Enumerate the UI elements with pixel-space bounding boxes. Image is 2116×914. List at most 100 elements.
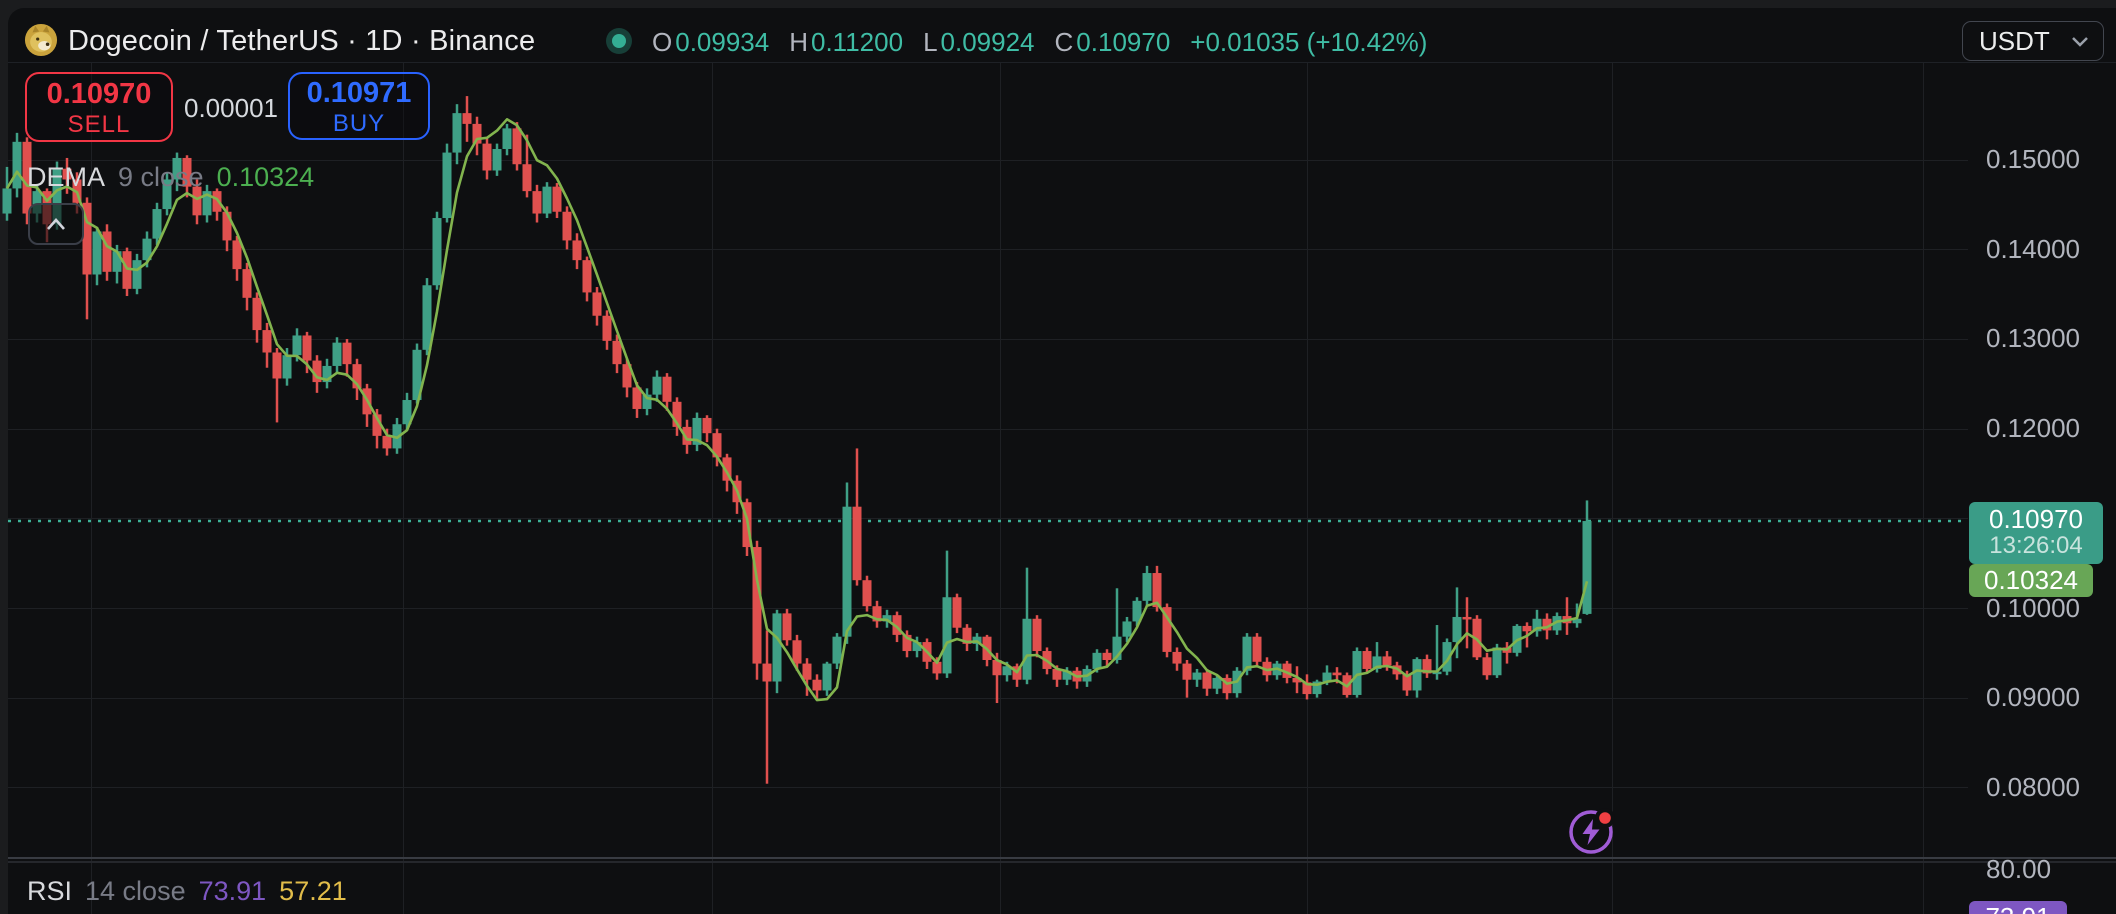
candle-body bbox=[142, 238, 152, 261]
candle-body bbox=[202, 191, 212, 216]
candle-body bbox=[662, 376, 672, 402]
high-label: H bbox=[789, 27, 808, 57]
lightning-icon bbox=[1582, 819, 1600, 845]
candle-body bbox=[62, 168, 72, 180]
candle-body bbox=[802, 663, 812, 680]
candle-body bbox=[1002, 666, 1012, 676]
candle-body bbox=[632, 387, 642, 409]
candle-body bbox=[1032, 618, 1042, 652]
collapse-legend-button[interactable] bbox=[28, 203, 84, 245]
candle-body bbox=[322, 365, 332, 383]
candle-body bbox=[442, 152, 452, 219]
candle-body bbox=[122, 251, 132, 289]
last-price-value: 0.10970 bbox=[1989, 504, 2083, 534]
candle-body bbox=[1172, 651, 1182, 664]
candle-body bbox=[612, 340, 622, 365]
candle-body bbox=[622, 364, 632, 388]
price-axis-label: 0.13000 bbox=[1986, 323, 2080, 353]
candle-body bbox=[722, 457, 732, 481]
candle-body bbox=[762, 663, 772, 682]
candle-body bbox=[292, 335, 302, 356]
rsi-indicator-legend[interactable]: RSI 14 close 73.91 57.21 bbox=[27, 876, 347, 907]
candle-body bbox=[952, 597, 962, 628]
candle-body bbox=[492, 148, 502, 171]
candle-body bbox=[522, 164, 532, 192]
candle-body bbox=[1212, 677, 1222, 689]
candle-body bbox=[1482, 657, 1492, 676]
rsi-params: 14 close bbox=[85, 876, 186, 906]
buy-button[interactable]: 0.10971 BUY bbox=[288, 72, 430, 140]
sell-button[interactable]: 0.10970 SELL bbox=[25, 72, 173, 142]
candle-body bbox=[82, 202, 92, 275]
candle-body bbox=[652, 376, 662, 395]
candle-body bbox=[942, 597, 952, 674]
pane-separator[interactable] bbox=[8, 857, 2116, 859]
currency-dropdown-value: USDT bbox=[1979, 25, 2050, 56]
candle-body bbox=[242, 269, 252, 298]
candle-wick bbox=[995, 652, 999, 704]
candle-body bbox=[502, 128, 512, 149]
candle-body bbox=[962, 627, 972, 644]
symbol-title[interactable]: Dogecoin / TetherUS · 1D · Binance bbox=[68, 25, 536, 57]
candle-body bbox=[1332, 672, 1342, 676]
price-axis[interactable]: 0.10970 13:26:04 0.10324 73.91 0.15000 0.… bbox=[1968, 62, 2116, 914]
candle-body bbox=[112, 251, 122, 272]
candle-body bbox=[1192, 672, 1202, 680]
spread-value: 0.00001 bbox=[184, 93, 278, 123]
candle-body bbox=[812, 679, 822, 691]
price-axis-label: 0.10000 bbox=[1986, 593, 2080, 623]
candle-body bbox=[572, 240, 582, 261]
buy-price: 0.10971 bbox=[306, 76, 412, 109]
candle-body bbox=[782, 613, 792, 641]
candle-body bbox=[1372, 656, 1382, 669]
candle-body bbox=[682, 426, 692, 445]
price-axis-label: 0.09000 bbox=[1986, 682, 2080, 712]
candle-body bbox=[262, 330, 272, 353]
rsi-value-badge: 73.91 bbox=[1969, 901, 2067, 914]
candle-body bbox=[1132, 600, 1142, 622]
price-axis-label: 0.08000 bbox=[1986, 772, 2080, 802]
open-value: 0.09934 bbox=[675, 27, 770, 57]
candle-body bbox=[1352, 651, 1362, 695]
candle-body bbox=[1402, 674, 1412, 691]
candle-body bbox=[152, 209, 162, 239]
candle-body bbox=[1452, 616, 1462, 643]
candle-body bbox=[552, 186, 562, 212]
currency-dropdown[interactable]: USDT bbox=[1962, 21, 2104, 61]
candle-body bbox=[92, 231, 102, 275]
market-status-icon[interactable] bbox=[606, 28, 632, 54]
candle-body bbox=[712, 433, 722, 458]
price-axis-label: 80.00 bbox=[1986, 854, 2052, 884]
candle-body bbox=[372, 414, 382, 436]
candle-body bbox=[192, 186, 202, 216]
candle-body bbox=[642, 394, 652, 409]
candle-body bbox=[582, 260, 592, 293]
dogecoin-logo-icon bbox=[24, 23, 58, 57]
price-axis-label: 0.12000 bbox=[1986, 413, 2080, 443]
candle-body bbox=[282, 355, 292, 379]
candle-body bbox=[1282, 663, 1292, 678]
candle-body bbox=[2, 188, 12, 214]
lightning-boost-button[interactable] bbox=[1563, 804, 1619, 860]
candle-body bbox=[1532, 618, 1542, 632]
candle-body bbox=[1422, 659, 1432, 674]
candle-body bbox=[1022, 618, 1032, 680]
open-label: O bbox=[652, 27, 673, 57]
candle-body bbox=[1052, 668, 1062, 680]
candle-body bbox=[862, 580, 872, 607]
ohlc-readout: O 0.09934 H 0.11200 L 0.09924 C 0.10970 +0.0… bbox=[652, 27, 1427, 58]
symbol-toolbar: Dogecoin / TetherUS · 1D · Binance O 0.09… bbox=[8, 8, 2116, 62]
candle-body bbox=[12, 141, 22, 189]
candle-wick bbox=[275, 348, 279, 423]
candle-body bbox=[482, 143, 492, 171]
candle-body bbox=[172, 157, 182, 180]
candle-body bbox=[472, 123, 482, 144]
bar-close-countdown: 13:26:04 bbox=[1989, 532, 2083, 559]
price-axis-label: 0.15000 bbox=[1986, 144, 2080, 174]
rsi-value: 73.91 bbox=[198, 876, 267, 906]
dema-line[interactable] bbox=[5, 118, 1589, 702]
dema-indicator-legend[interactable]: DEMA 9 close 0.10324 bbox=[27, 162, 314, 193]
candle-body bbox=[1092, 652, 1102, 669]
